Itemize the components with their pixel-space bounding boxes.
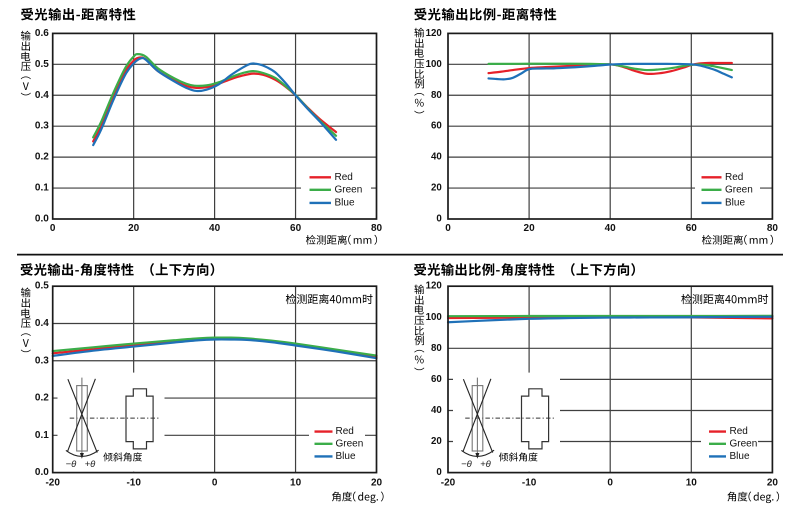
svg-text:0.0: 0.0: [35, 214, 49, 225]
svg-text:0.1: 0.1: [35, 183, 49, 194]
svg-text:0.3: 0.3: [35, 355, 49, 366]
svg-text:−θ: −θ: [461, 459, 473, 470]
svg-text:Blue: Blue: [725, 197, 745, 208]
svg-text:-10: -10: [522, 478, 537, 489]
svg-text:Green: Green: [335, 184, 363, 195]
svg-text:0.5: 0.5: [35, 281, 49, 292]
svg-text:100: 100: [426, 59, 442, 70]
svg-text:0: 0: [50, 223, 56, 234]
svg-text:60: 60: [290, 223, 302, 234]
svg-text:Red: Red: [725, 172, 743, 183]
svg-text:20: 20: [431, 436, 442, 447]
svg-text:Red: Red: [336, 426, 354, 437]
svg-text:Red: Red: [730, 426, 748, 437]
svg-text:10: 10: [290, 478, 302, 489]
svg-text:0: 0: [212, 478, 218, 489]
svg-text:0.3: 0.3: [35, 121, 49, 132]
svg-text:Red: Red: [335, 172, 353, 183]
svg-text:0: 0: [436, 467, 441, 478]
svg-text:20: 20: [371, 478, 383, 489]
svg-text:-10: -10: [126, 478, 141, 489]
svg-text:10: 10: [686, 478, 698, 489]
svg-text:0.4: 0.4: [35, 318, 49, 329]
svg-text:-20: -20: [45, 478, 60, 489]
svg-text:Green: Green: [725, 184, 753, 195]
svg-text:40: 40: [431, 405, 442, 416]
svg-text:120: 120: [426, 281, 442, 292]
svg-text:+θ: +θ: [85, 459, 97, 470]
svg-text:60: 60: [686, 223, 698, 234]
svg-text:40: 40: [431, 152, 442, 163]
svg-text:80: 80: [767, 223, 779, 234]
svg-text:20: 20: [431, 183, 442, 194]
svg-text:Blue: Blue: [336, 451, 356, 462]
svg-text:20: 20: [524, 223, 536, 234]
svg-text:+θ: +θ: [480, 459, 492, 470]
svg-text:20: 20: [128, 223, 140, 234]
svg-text:-20: -20: [441, 478, 456, 489]
svg-text:0.1: 0.1: [35, 430, 49, 441]
svg-text:80: 80: [431, 90, 442, 101]
svg-text:Green: Green: [336, 438, 364, 449]
svg-text:−θ: −θ: [66, 459, 78, 470]
svg-text:0.2: 0.2: [35, 152, 49, 163]
svg-text:Green: Green: [730, 438, 758, 449]
svg-text:0: 0: [436, 214, 441, 225]
svg-text:0.2: 0.2: [35, 393, 49, 404]
svg-text:120: 120: [426, 28, 442, 39]
svg-text:0.0: 0.0: [35, 467, 49, 478]
svg-text:80: 80: [371, 223, 383, 234]
svg-text:0.4: 0.4: [35, 90, 49, 101]
svg-text:0: 0: [607, 478, 613, 489]
svg-text:0.6: 0.6: [35, 28, 49, 39]
svg-text:40: 40: [605, 223, 617, 234]
svg-text:0.5: 0.5: [35, 59, 49, 70]
svg-text:60: 60: [431, 121, 442, 132]
svg-text:80: 80: [431, 343, 442, 354]
svg-text:0: 0: [445, 223, 451, 234]
svg-text:Blue: Blue: [335, 197, 355, 208]
svg-text:40: 40: [209, 223, 221, 234]
svg-text:Blue: Blue: [730, 451, 750, 462]
svg-text:100: 100: [426, 312, 442, 323]
svg-text:60: 60: [431, 374, 442, 385]
svg-text:20: 20: [767, 478, 779, 489]
